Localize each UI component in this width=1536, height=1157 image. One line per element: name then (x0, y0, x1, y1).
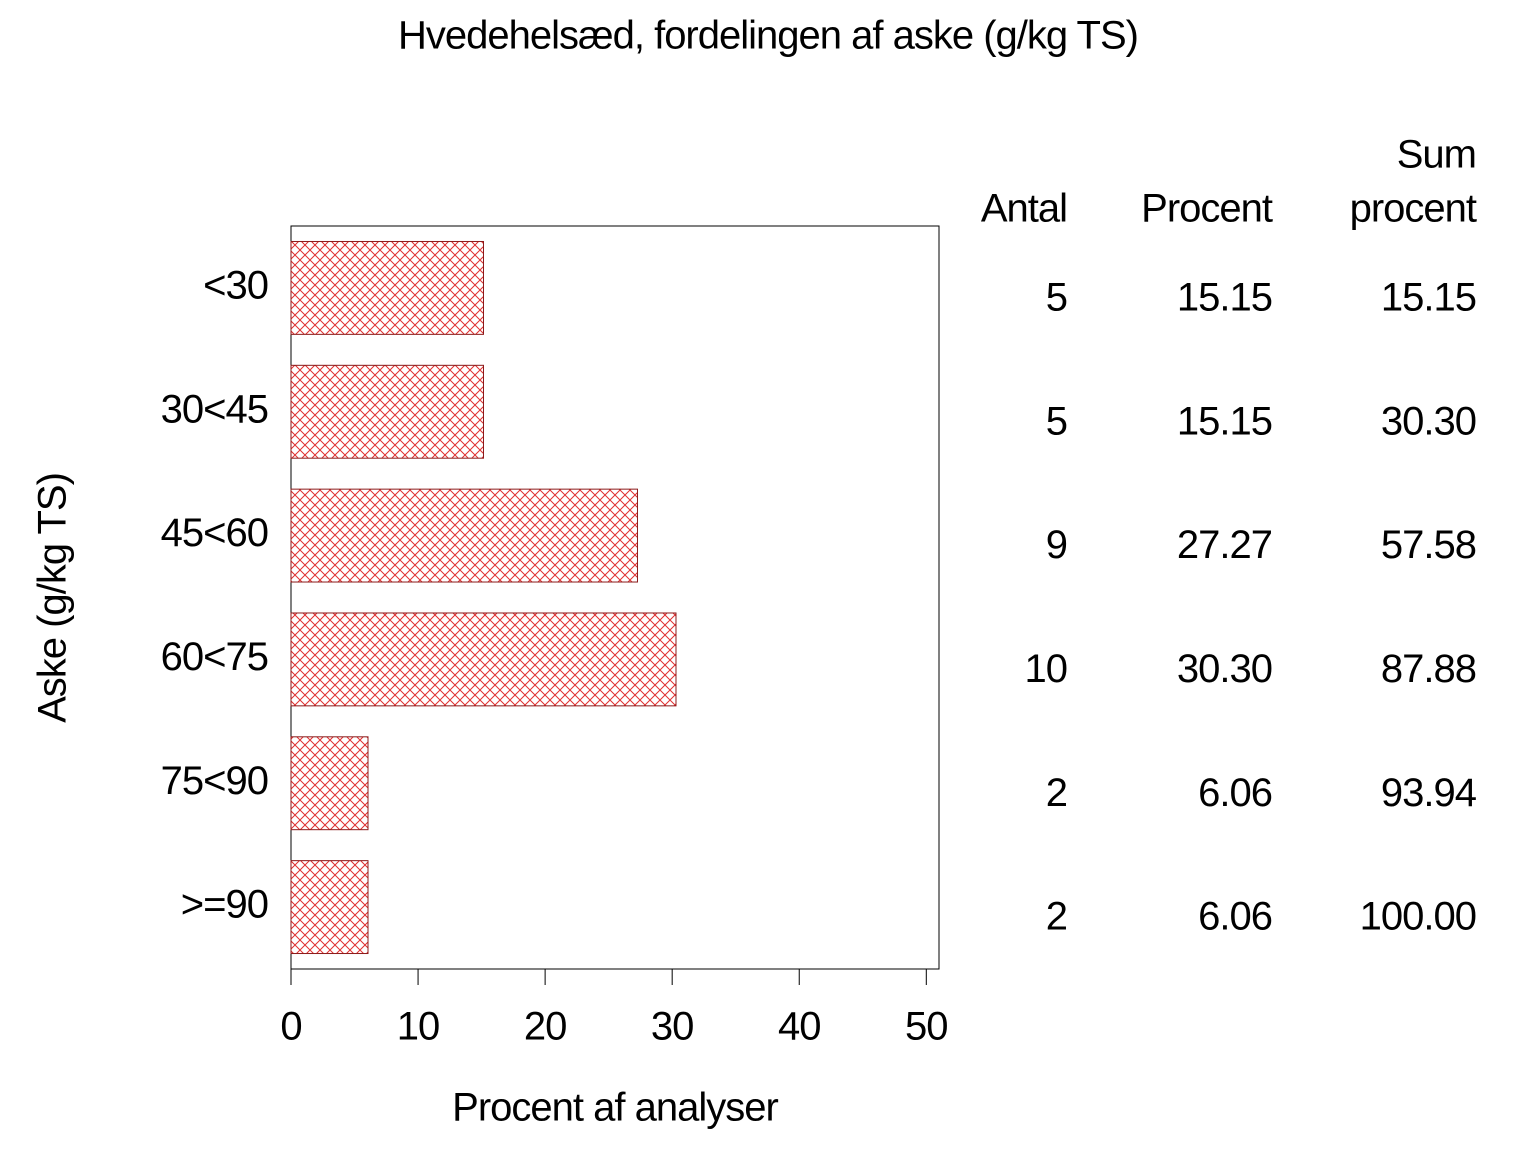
table-count: 10 (1025, 647, 1068, 691)
x-tick-label: 50 (905, 1005, 948, 1049)
table-percent: 30.30 (1177, 647, 1272, 691)
table-count: 2 (1046, 771, 1067, 815)
table-count: 5 (1046, 275, 1067, 319)
bar (290, 488, 638, 583)
table-cumulative: 57.58 (1381, 523, 1476, 567)
table-header: Procent (1141, 187, 1273, 231)
x-axis-label: Procent af analyser (452, 1086, 778, 1130)
bar (290, 240, 484, 335)
table-percent: 27.27 (1177, 523, 1272, 567)
bar (290, 736, 369, 831)
y-tick-label: 45<60 (161, 511, 268, 555)
table-cumulative: 15.15 (1381, 275, 1476, 319)
y-tick-label: >=90 (181, 883, 268, 927)
table-cumulative: 87.88 (1381, 647, 1476, 691)
table-cumulative: 100.00 (1360, 895, 1476, 939)
y-tick-label: 30<45 (161, 387, 268, 431)
x-tick-label: 0 (280, 1005, 301, 1049)
table-cumulative: 30.30 (1381, 399, 1476, 443)
table-header: Antal (981, 187, 1067, 231)
x-tick-label: 40 (778, 1005, 821, 1049)
x-tick-label: 20 (524, 1005, 567, 1049)
x-tick-label: 10 (397, 1005, 440, 1049)
plot-frame (290, 225, 940, 970)
y-tick-label: 75<90 (161, 759, 268, 803)
y-tick-label: 60<75 (161, 635, 268, 679)
bar (290, 364, 484, 459)
table-count: 5 (1046, 399, 1067, 443)
bar (290, 612, 677, 707)
table-header: Sum (1397, 133, 1476, 177)
table-percent: 15.15 (1177, 399, 1272, 443)
chart-title: Hvedehelsæd, fordelingen af aske (g/kg T… (398, 14, 1138, 58)
table-count: 9 (1046, 523, 1067, 567)
y-tick-label: <30 (203, 263, 268, 307)
table-percent: 6.06 (1198, 895, 1272, 939)
bar (290, 860, 369, 955)
x-tick-label: 30 (651, 1005, 694, 1049)
table-count: 2 (1046, 895, 1067, 939)
table-header: procent (1350, 187, 1477, 231)
table-percent: 6.06 (1198, 771, 1272, 815)
y-axis-label: Aske (g/kg TS) (31, 473, 75, 723)
table-cumulative: 93.94 (1381, 771, 1477, 815)
table-percent: 15.15 (1177, 275, 1272, 319)
